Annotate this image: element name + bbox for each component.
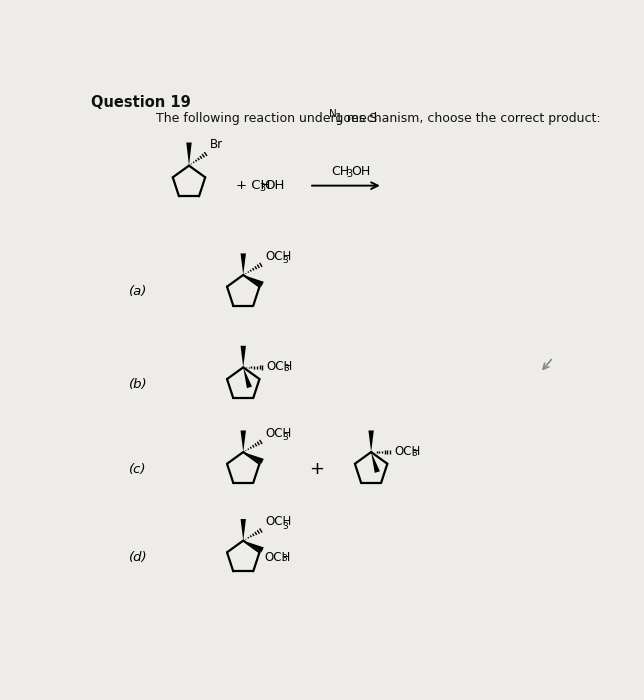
Text: CH: CH — [332, 165, 350, 178]
Text: OCH: OCH — [264, 552, 290, 564]
Text: 3: 3 — [282, 433, 288, 442]
Polygon shape — [243, 452, 264, 463]
Text: OCH: OCH — [265, 515, 291, 528]
Text: OCH: OCH — [394, 444, 421, 458]
Text: 1 mechanism, choose the correct product:: 1 mechanism, choose the correct product: — [335, 112, 600, 125]
Text: Question 19: Question 19 — [91, 94, 191, 110]
Polygon shape — [243, 368, 252, 388]
Text: (b): (b) — [129, 378, 147, 391]
Polygon shape — [241, 253, 246, 275]
Text: OCH: OCH — [265, 250, 291, 262]
Text: 3: 3 — [283, 365, 289, 373]
Text: The following reaction undergoes S: The following reaction undergoes S — [156, 112, 377, 125]
Polygon shape — [186, 143, 192, 166]
Text: OCH: OCH — [265, 427, 291, 440]
Text: OH: OH — [264, 179, 285, 192]
Text: 3: 3 — [260, 183, 265, 193]
Text: (d): (d) — [129, 551, 147, 564]
Polygon shape — [243, 275, 264, 286]
Text: 3: 3 — [281, 554, 287, 563]
Text: 3: 3 — [282, 522, 288, 531]
Polygon shape — [241, 346, 246, 368]
Text: N: N — [328, 108, 336, 118]
Text: 3: 3 — [282, 256, 288, 265]
Polygon shape — [371, 452, 380, 473]
Text: (c): (c) — [129, 463, 146, 475]
Polygon shape — [241, 430, 246, 452]
Text: + CH: + CH — [236, 179, 270, 192]
Text: OH: OH — [351, 165, 370, 178]
Polygon shape — [241, 519, 246, 540]
Text: Br: Br — [209, 138, 223, 150]
Text: 3: 3 — [412, 449, 417, 458]
Polygon shape — [368, 430, 374, 452]
Text: 3: 3 — [346, 169, 352, 179]
Text: OCH: OCH — [267, 360, 293, 373]
Polygon shape — [243, 540, 264, 552]
Text: +: + — [309, 460, 325, 478]
Text: (a): (a) — [129, 286, 147, 298]
